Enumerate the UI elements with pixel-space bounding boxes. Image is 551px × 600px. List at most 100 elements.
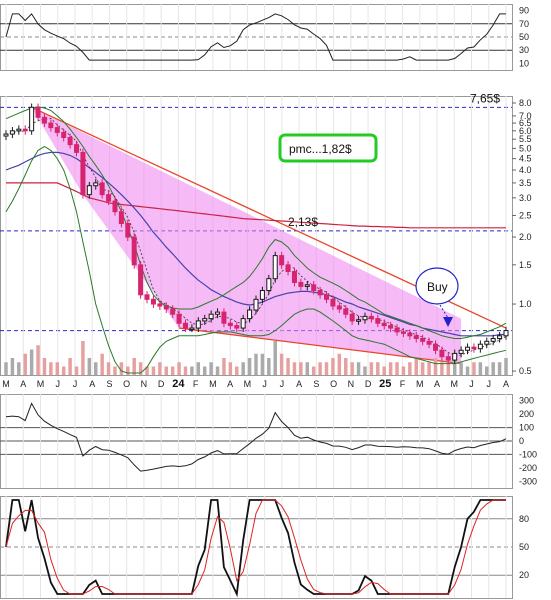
rsi-tick-label: 50 [519, 32, 529, 42]
price-tick-label: 0.5 [519, 366, 532, 376]
stoch-tick-label: 80 [519, 514, 529, 524]
candle-body [253, 298, 259, 311]
buy-oval [415, 267, 459, 305]
volume-bar [158, 362, 162, 375]
candle-body [22, 128, 28, 132]
x-axis-label: S [313, 379, 319, 389]
price-tick-label: 3.0 [519, 193, 532, 203]
x-axis-label: A [434, 379, 440, 389]
candle-body [298, 281, 304, 287]
candle-body [150, 298, 156, 305]
high-price-label: 7,65$ [470, 91, 500, 105]
volume-bar [388, 362, 393, 375]
volume-bar [286, 358, 290, 375]
cci-tick-label: 300 [519, 396, 534, 406]
volume-bar [228, 362, 233, 375]
volume-bar [177, 362, 181, 375]
candle-body [458, 349, 464, 354]
price-tick-label: 5.0 [519, 143, 532, 153]
x-axis-label: O [330, 379, 337, 389]
volume-bar [49, 362, 53, 375]
candle-body [170, 308, 176, 315]
volume-bar [267, 358, 271, 375]
candle-body [35, 106, 41, 118]
volume-bar [401, 366, 406, 375]
price-tick-label: 1.5 [519, 260, 532, 270]
ma-short-line [5, 118, 507, 356]
candle-body [3, 133, 9, 137]
wedge-layer [31, 106, 507, 365]
volume-bar [61, 366, 66, 375]
x-axis-label: M [37, 379, 45, 389]
volume-bar [29, 349, 34, 375]
candle-body [259, 290, 265, 300]
candle-body [189, 327, 195, 331]
volume-bar [209, 362, 213, 375]
candle-body [99, 182, 105, 196]
candle-body [413, 335, 419, 340]
candle-body [407, 332, 413, 337]
volume-bar [376, 362, 380, 375]
volume-bar [164, 366, 168, 375]
candle-body [272, 255, 278, 280]
volume-bar [446, 362, 451, 375]
cci-tick-label: 0 [519, 436, 524, 446]
candle-body [400, 331, 406, 334]
cci-tick-label: -200 [519, 463, 537, 473]
x-axis-label: J [55, 379, 60, 389]
volume-bar [170, 366, 175, 375]
volume-bar [4, 362, 8, 375]
volume-bar [504, 358, 508, 375]
candle-body [240, 318, 246, 329]
volume-bar [74, 366, 79, 375]
volume-bar [356, 362, 361, 375]
candle-body [131, 236, 137, 266]
volume-bar [420, 362, 425, 375]
volume-bar [299, 362, 303, 375]
candle-body [381, 322, 387, 327]
volume-bar [350, 362, 354, 375]
x-axis-label: A [89, 379, 95, 389]
x-axis-label: 25 [379, 378, 391, 390]
rsi-tick-label: 10 [519, 58, 529, 68]
volume-bar [472, 362, 476, 375]
volume-bar [113, 366, 117, 375]
volume-bar [485, 366, 489, 375]
candle-body [477, 343, 483, 350]
x-axis-label: J [262, 379, 267, 389]
candle-body [388, 325, 394, 329]
volume-bar [132, 358, 136, 375]
candle-body [362, 315, 368, 321]
candle-body [285, 264, 291, 273]
volume-bar [311, 366, 316, 375]
candle-body [484, 340, 490, 345]
pmc-label: pmc...1,82$ [289, 142, 352, 156]
candle-body [202, 318, 208, 322]
volume-bar [344, 358, 348, 375]
volume-bar [215, 366, 220, 375]
tick-labels: 8.0 7.06.56.05.55.04.54.0 3.5 3.0 2.5 2.0 1.5 1… [2, 6, 537, 581]
volume-bar [324, 362, 329, 375]
volume-bar [222, 358, 226, 375]
candle-body [163, 305, 169, 310]
rsi-tick-label: 70 [519, 19, 529, 29]
volume-bar [318, 362, 322, 375]
volume-bar [408, 362, 412, 375]
candle-body [336, 305, 342, 310]
volume-bar [279, 353, 284, 375]
price-tick-label: 7.0 [519, 111, 532, 121]
candle-body [266, 278, 272, 292]
volume-bar [452, 358, 457, 375]
candle-body [426, 340, 432, 345]
candle-body [144, 294, 150, 300]
price-tick-label: 5.5 [519, 134, 532, 144]
candle-body [304, 284, 310, 287]
candle-body [74, 144, 80, 153]
gridlines [0, 4, 512, 598]
candle-body [86, 185, 92, 196]
x-axis-label: M [2, 379, 10, 389]
x-axis-label: J [487, 379, 492, 389]
x-axis-label: J [73, 379, 78, 389]
x-axis-label: M [416, 379, 424, 389]
